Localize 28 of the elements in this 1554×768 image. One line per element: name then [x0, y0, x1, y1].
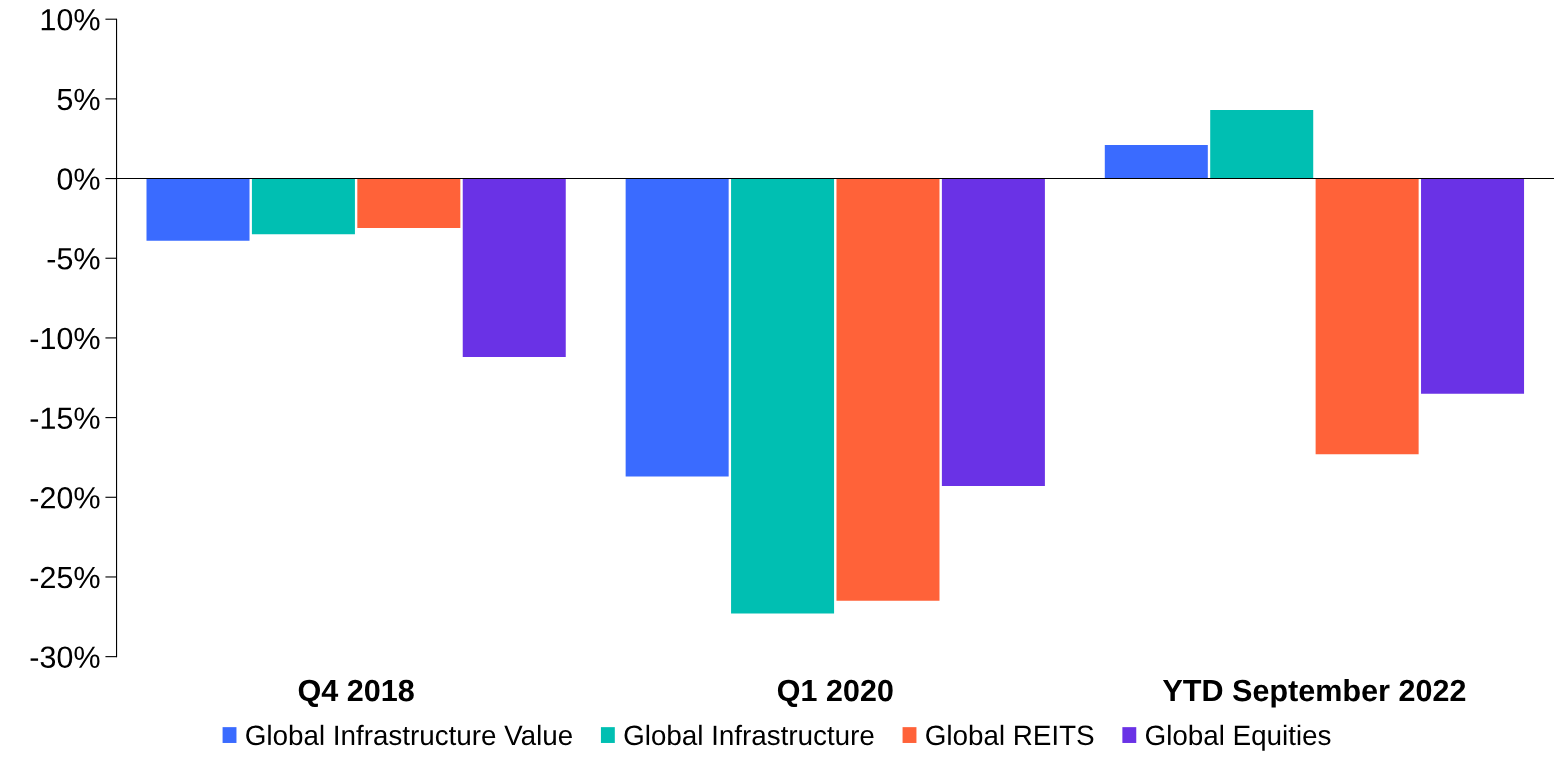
bar — [941, 178, 1045, 487]
y-tick-label: -10% — [30, 327, 100, 350]
y-tick-label: -30% — [30, 646, 100, 669]
y-tick-label: -25% — [30, 566, 100, 589]
y-tick-label: -20% — [30, 487, 100, 509]
bar — [836, 178, 940, 601]
bar — [146, 178, 250, 241]
legend-label: Global Infrastructure Value — [246, 724, 572, 746]
legend-label: Global Infrastructure — [624, 724, 874, 746]
y-tick-label: -5% — [47, 248, 100, 270]
bar — [1104, 145, 1208, 179]
bar — [1210, 110, 1314, 179]
bar — [1315, 178, 1419, 455]
bar — [625, 178, 729, 477]
bar — [1421, 178, 1525, 394]
bar — [251, 178, 355, 235]
x-tick-label: YTD September 2022 — [1162, 678, 1466, 708]
x-tick-label: Q1 2020 — [777, 679, 893, 708]
y-tick-label: 5% — [57, 88, 100, 111]
y-tick-label: 0% — [57, 168, 100, 190]
bar — [357, 178, 461, 228]
y-tick-label: 10% — [41, 8, 100, 31]
legend-label: Global Equities — [1145, 724, 1331, 751]
bar — [731, 178, 835, 614]
legend-label: Global REITS — [926, 724, 1094, 746]
x-tick-label: Q4 2018 — [298, 679, 414, 708]
y-tick-label: -15% — [30, 407, 100, 429]
bar — [462, 178, 566, 358]
